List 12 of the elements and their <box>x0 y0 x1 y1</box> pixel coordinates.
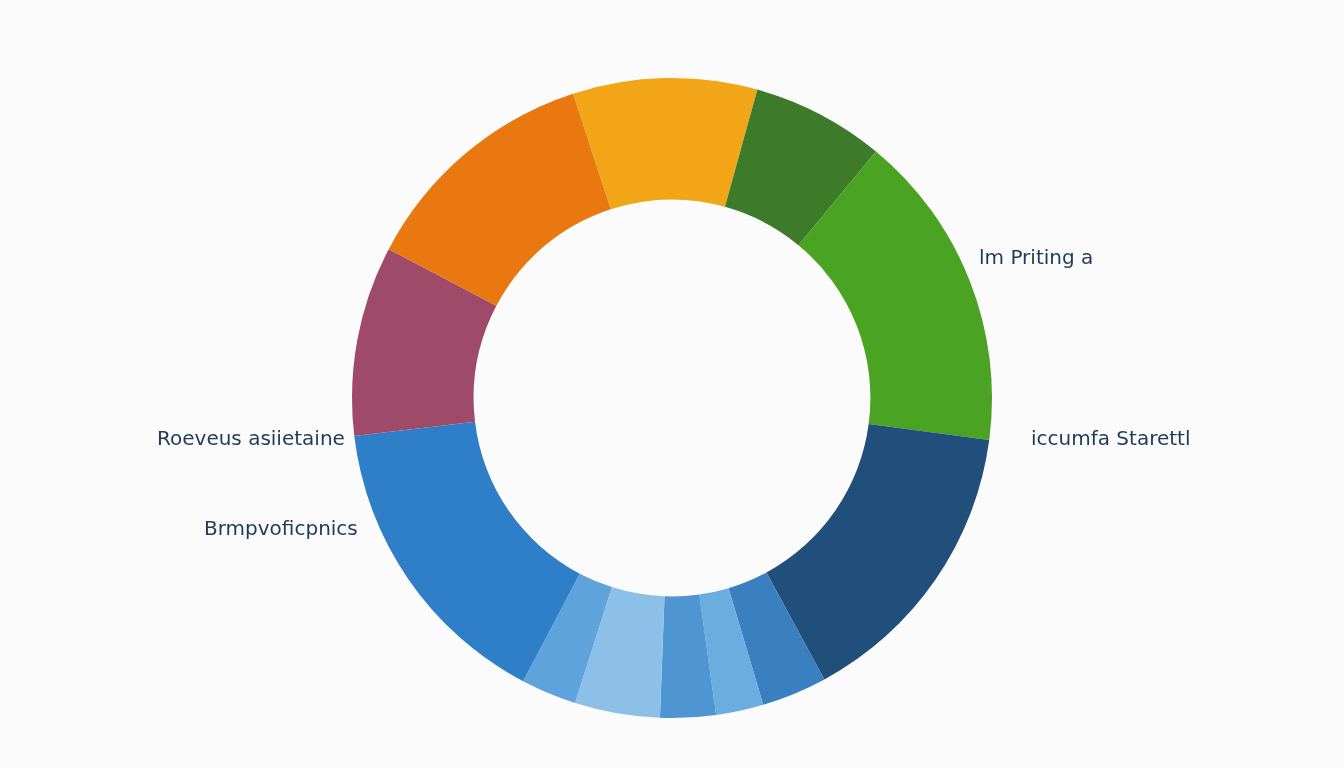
donut-slice <box>388 93 611 306</box>
donut-slice <box>352 249 497 437</box>
text: lm Priting a <box>979 245 1094 269</box>
donut-slice <box>573 78 758 210</box>
donut-slice <box>575 587 665 718</box>
donut-slice <box>699 588 764 715</box>
text: Brmpvoficpnics <box>204 516 358 540</box>
donut-slice <box>724 89 876 246</box>
donut-slice <box>766 424 990 680</box>
text: iccumfa Starettl <box>1031 426 1191 450</box>
donut-slice <box>728 572 825 705</box>
text: Roeveus asiietaine <box>157 426 345 450</box>
